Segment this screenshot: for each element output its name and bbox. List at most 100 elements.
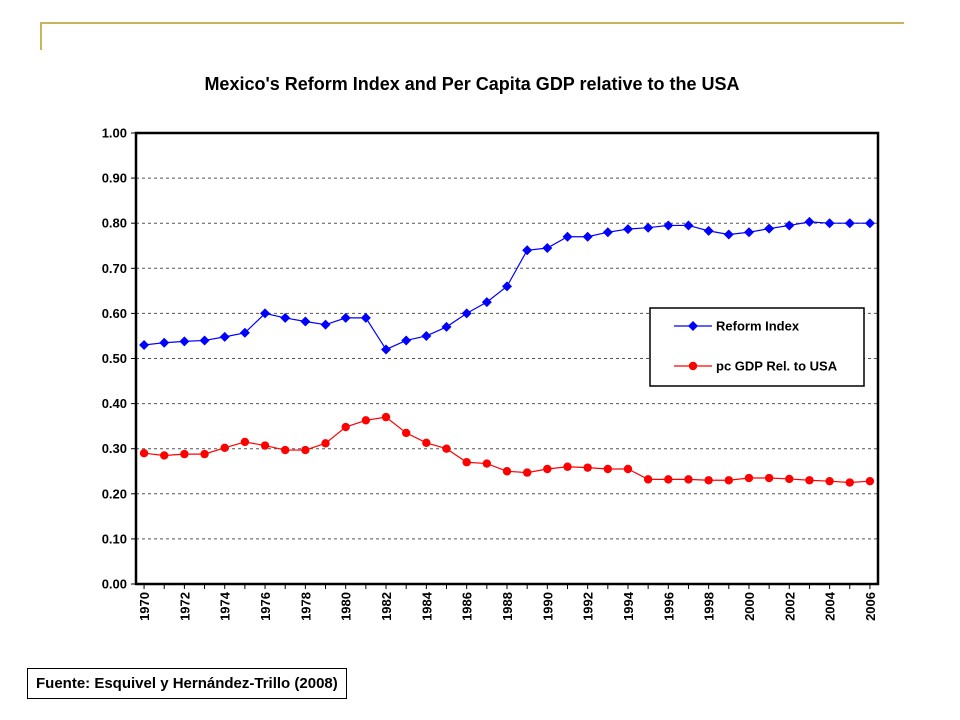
y-tick-label: 0.80 xyxy=(102,216,127,231)
data-point xyxy=(522,468,532,477)
data-point xyxy=(643,475,653,484)
data-point xyxy=(482,459,492,468)
data-point xyxy=(320,319,331,330)
data-point xyxy=(744,473,754,483)
y-tick-label: 0.40 xyxy=(102,396,127,411)
x-tick-label: 1998 xyxy=(702,592,717,621)
series xyxy=(139,216,875,487)
data-point xyxy=(784,220,795,231)
data-point xyxy=(623,464,633,474)
data-point xyxy=(724,476,733,485)
data-point xyxy=(663,220,674,231)
x-tick-label: 2004 xyxy=(823,591,838,621)
chart-title: Mexico's Reform Index and Per Capita GDP… xyxy=(204,74,739,94)
data-point xyxy=(723,229,734,240)
data-point xyxy=(764,473,774,483)
data-point xyxy=(340,312,351,323)
data-point xyxy=(220,443,229,452)
data-point xyxy=(240,437,250,447)
data-point xyxy=(865,476,875,486)
data-point xyxy=(785,474,794,484)
data-point xyxy=(764,223,775,234)
data-point xyxy=(502,281,512,292)
data-point xyxy=(542,243,553,254)
data-point xyxy=(603,464,613,474)
data-point xyxy=(301,445,310,455)
y-tick-label: 0.00 xyxy=(102,577,127,592)
legend-label: pc GDP Rel. to USA xyxy=(716,359,838,374)
series-reform-index xyxy=(139,216,875,355)
data-point xyxy=(421,330,432,341)
data-point xyxy=(683,220,694,231)
y-tick-label: 0.10 xyxy=(102,531,127,546)
data-point xyxy=(481,297,492,308)
y-tick-labels: 0.00 0.10 0.20 0.30 0.40 0.50 0.60 0.70 0.80 0.90… xyxy=(102,126,127,592)
legend-entry: pc GDP Rel. to USA xyxy=(674,359,838,374)
x-tick-label: 1984 xyxy=(419,591,434,621)
data-point xyxy=(341,422,350,432)
x-tick-label: 1992 xyxy=(581,592,596,621)
data-point xyxy=(139,449,149,458)
data-point xyxy=(219,331,230,342)
legend: Reform Index pc GDP Rel. to USA xyxy=(649,307,865,387)
data-point xyxy=(180,449,189,459)
data-point xyxy=(441,321,452,332)
axes xyxy=(131,131,880,589)
data-point xyxy=(704,476,713,485)
data-point xyxy=(583,463,592,472)
slide-top-rule xyxy=(40,22,904,24)
x-tick-label: 1976 xyxy=(258,592,273,621)
data-point xyxy=(321,439,330,448)
data-point xyxy=(461,308,472,319)
x-tick-label: 2006 xyxy=(863,592,878,621)
data-point xyxy=(562,231,573,242)
y-tick-label: 0.30 xyxy=(102,441,127,456)
data-point xyxy=(864,218,875,229)
data-point xyxy=(422,438,431,448)
data-point xyxy=(442,444,451,453)
legend-label: Reform Index xyxy=(716,319,800,334)
data-point xyxy=(582,231,593,242)
data-point xyxy=(664,475,673,484)
data-point xyxy=(462,458,471,467)
x-tick-label: 2002 xyxy=(782,592,797,621)
data-point xyxy=(543,464,552,474)
slide-left-rule xyxy=(40,22,42,50)
line-chart: Mexico's Reform Index and Per Capita GDP… xyxy=(102,74,880,621)
x-tick-label: 1980 xyxy=(339,592,354,621)
data-point xyxy=(360,312,371,323)
data-point xyxy=(824,218,835,229)
x-tick-label: 1978 xyxy=(298,592,313,621)
x-tick-labels: 1970 1972 1974 1976 1978 1980 1982 1984 1986 1988… xyxy=(137,591,878,621)
data-point xyxy=(743,227,754,238)
data-point xyxy=(300,316,311,327)
data-point xyxy=(200,449,209,459)
data-point xyxy=(160,451,169,460)
data-point xyxy=(563,462,572,471)
data-point xyxy=(361,416,371,425)
data-point xyxy=(703,225,714,236)
data-point xyxy=(643,222,654,233)
data-point xyxy=(805,476,814,485)
x-tick-label: 1974 xyxy=(218,591,233,621)
y-tick-label: 1.00 xyxy=(102,126,127,141)
data-point xyxy=(845,478,854,487)
x-tick-label: 1990 xyxy=(540,592,555,621)
source-note: Fuente: Esquivel y Hernández-Trillo (200… xyxy=(27,668,347,699)
legend-box xyxy=(649,307,865,387)
data-point xyxy=(139,339,150,350)
x-tick-label: 1988 xyxy=(500,592,515,621)
y-tick-label: 0.60 xyxy=(102,306,127,321)
y-tick-label: 0.50 xyxy=(102,351,127,366)
x-tick-label: 1970 xyxy=(137,592,152,621)
data-point xyxy=(401,335,412,346)
data-point xyxy=(502,467,512,476)
y-tick-label: 0.20 xyxy=(102,486,127,501)
data-point xyxy=(522,245,533,256)
data-point xyxy=(159,337,170,348)
y-tick-label: 0.70 xyxy=(102,261,127,276)
data-point xyxy=(199,335,210,346)
legend-entry: Reform Index xyxy=(674,319,800,334)
y-tick-label: 0.90 xyxy=(102,171,127,186)
data-point xyxy=(280,312,291,323)
